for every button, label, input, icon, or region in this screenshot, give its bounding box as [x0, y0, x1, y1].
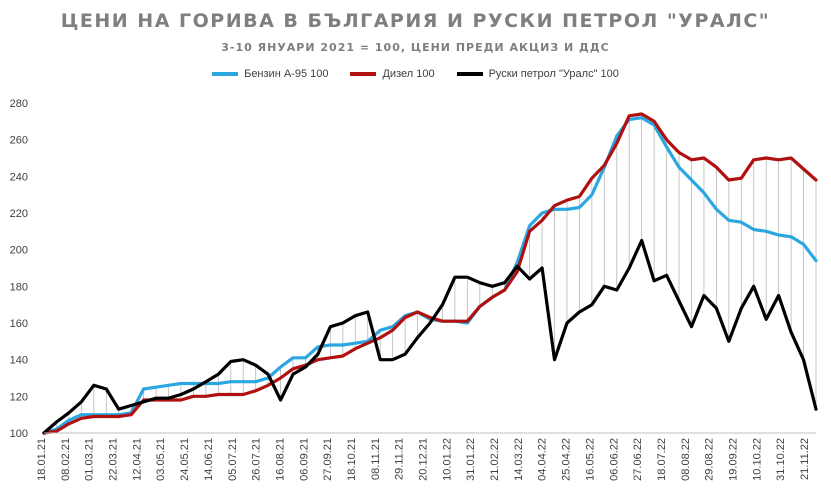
- x-tick-label: 27.09.21: [322, 438, 334, 481]
- x-tick-label: 26.07.21: [251, 438, 263, 481]
- x-tick-label: 29.11.21: [394, 438, 406, 480]
- y-tick-label: 220: [10, 208, 28, 220]
- y-tick-label: 200: [10, 245, 28, 257]
- legend-label-urals: Руски петрол "Уралс" 100: [488, 68, 619, 80]
- x-tick-label: 31.01.22: [465, 438, 477, 481]
- x-tick-label: 10.10.22: [751, 438, 763, 481]
- x-tick-label: 18.07.22: [656, 438, 668, 481]
- y-tick-label: 180: [10, 281, 28, 293]
- x-tick-label: 08.02.21: [60, 438, 72, 481]
- x-tick-label: 27.06.22: [632, 438, 644, 481]
- legend-item-urals: Руски петрол "Уралс" 100: [456, 68, 619, 80]
- series-lines: [42, 112, 818, 435]
- x-tick-label: 16.05.22: [584, 438, 596, 481]
- y-axis: 100 120 140 160 180 200 220 240 260 280: [10, 98, 28, 440]
- diesel-line: [42, 112, 818, 435]
- x-tick-label: 29.08.22: [704, 438, 716, 481]
- y-tick-label: 260: [10, 135, 28, 147]
- legend-swatch-gasoline: [212, 72, 239, 76]
- x-tick-label: 16.08.21: [274, 438, 286, 481]
- legend-label-gasoline: Бензин А-95 100: [244, 68, 329, 80]
- y-tick-label: 160: [10, 318, 28, 330]
- x-tick-label: 21.02.22: [489, 438, 501, 481]
- y-tick-label: 100: [10, 428, 28, 440]
- x-tick-label: 31.10.22: [775, 438, 787, 481]
- legend: Бензин А-95 100 Дизел 100 Руски петрол "…: [0, 68, 831, 80]
- x-tick-label: 18.01.21: [36, 438, 48, 481]
- x-tick-label: 05.07.21: [227, 438, 239, 481]
- x-tick-label: 08.11.21: [370, 438, 382, 480]
- x-tick-label: 12.04.21: [131, 438, 143, 481]
- x-tick-label: 10.01.22: [441, 438, 453, 481]
- x-tick-label: 21.11.22: [799, 438, 811, 480]
- gasoline-a95-line: [42, 116, 818, 435]
- x-axis: 18.01.21 08.02.21 01.03.21 22.03.21 12.04.21…: [36, 432, 816, 481]
- x-tick-label: 20.12.21: [418, 438, 430, 481]
- y-tick-label: 240: [10, 171, 28, 183]
- legend-item-diesel: Дизел 100: [350, 68, 435, 80]
- x-tick-label: 24.05.21: [179, 438, 191, 481]
- x-tick-label: 14.06.21: [203, 438, 215, 481]
- x-tick-label: 14.03.22: [513, 438, 525, 481]
- x-tick-label: 04.04.22: [537, 438, 549, 481]
- x-tick-label: 25.04.22: [561, 438, 573, 481]
- legend-item-gasoline: Бензин А-95 100: [212, 68, 328, 80]
- legend-swatch-diesel: [350, 72, 377, 76]
- x-tick-label: 03.05.21: [155, 438, 167, 481]
- chart-subtitle: 3-10 ЯНУАРИ 2021 = 100, ЦЕНИ ПРЕДИ АКЦИЗ…: [221, 41, 610, 54]
- legend-swatch-urals: [456, 72, 483, 76]
- legend-label-diesel: Дизел 100: [382, 68, 435, 80]
- x-tick-label: 06.09.21: [298, 438, 310, 481]
- x-tick-label: 01.03.21: [84, 438, 96, 481]
- y-tick-label: 280: [10, 98, 28, 110]
- y-tick-label: 140: [10, 355, 28, 367]
- y-tick-label: 120: [10, 391, 28, 403]
- x-tick-label: 08.08.22: [680, 438, 692, 481]
- urals-oil-line: [42, 238, 818, 435]
- x-tick-label: 06.06.22: [608, 438, 620, 481]
- chart-title: ЦЕНИ НА ГОРИВА В БЪЛГАРИЯ И РУСКИ ПЕТРОЛ…: [60, 10, 771, 32]
- x-tick-label: 22.03.21: [108, 438, 120, 481]
- x-tick-label: 19.09.22: [727, 438, 739, 481]
- x-tick-label: 18.10.21: [346, 438, 358, 481]
